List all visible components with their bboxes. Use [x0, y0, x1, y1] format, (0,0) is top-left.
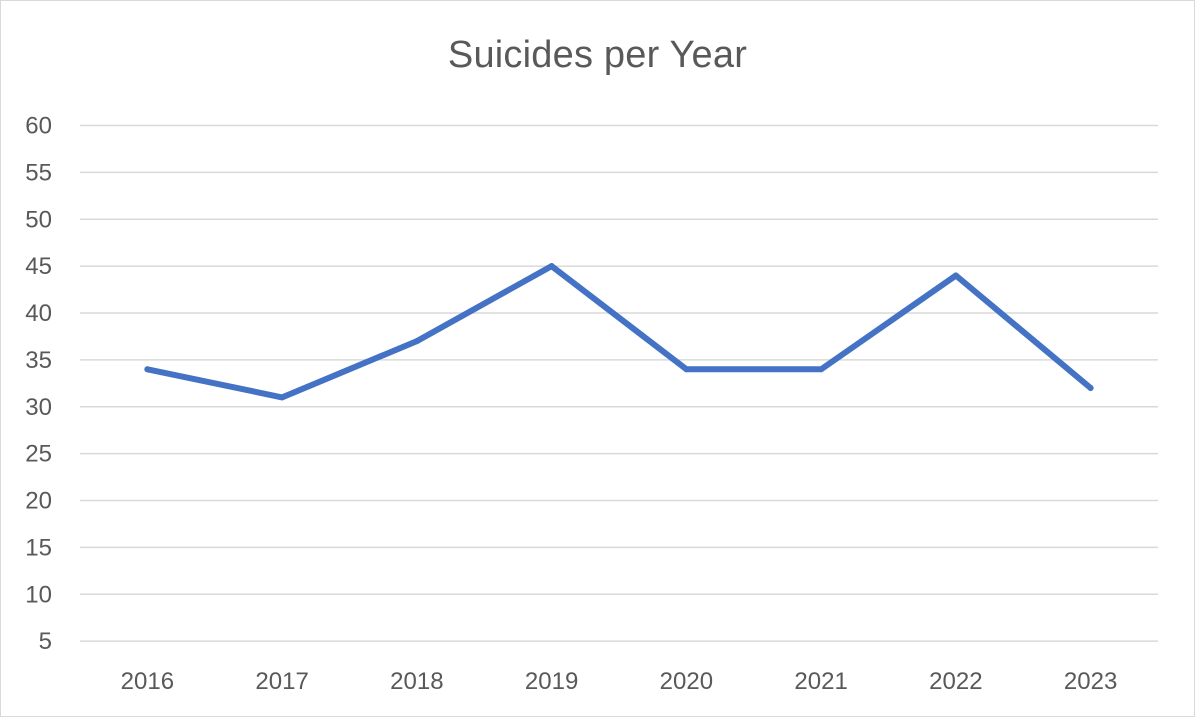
x-tick-label: 2022	[929, 668, 982, 695]
y-tick-label: 15	[25, 534, 52, 561]
data-point-2017	[279, 394, 286, 401]
series-layer	[144, 263, 1094, 401]
gridlines	[80, 124, 1158, 642]
data-point-2019	[548, 263, 555, 270]
y-tick-label: 45	[25, 253, 52, 280]
y-tick-label: 55	[25, 159, 52, 186]
data-point-2020	[683, 366, 690, 373]
data-point-2021	[818, 366, 825, 373]
data-point-2023	[1087, 385, 1094, 391]
data-point-2022	[952, 272, 959, 279]
x-tick-label: 2021	[794, 668, 847, 695]
x-tick-label: 2017	[255, 668, 308, 695]
x-axis-tick-labels: 2016 2017 2018 2019 2020 2021 2022 2023	[121, 668, 1118, 695]
y-tick-label: 25	[25, 441, 52, 468]
x-tick-label: 2023	[1064, 668, 1117, 695]
x-tick-label: 2020	[660, 668, 713, 695]
y-tick-label: 60	[25, 113, 52, 140]
y-tick-label: 40	[25, 300, 52, 327]
x-tick-label: 2018	[390, 668, 443, 695]
series-line-0	[144, 263, 1094, 401]
y-tick-label: 50	[25, 206, 52, 233]
y-tick-label: 5	[39, 628, 52, 655]
data-point-2018	[413, 338, 420, 345]
y-axis-tick-labels: 5 10 15 20 25 30 35 40 45 50 55 60	[25, 113, 52, 656]
y-tick-label: 30	[25, 394, 52, 421]
x-tick-label: 2019	[525, 668, 578, 695]
x-tick-label: 2016	[121, 668, 174, 695]
y-tick-label: 35	[25, 347, 52, 374]
data-point-2016	[144, 366, 151, 373]
y-tick-label: 10	[25, 581, 52, 608]
y-tick-label: 20	[25, 488, 52, 515]
chart-title: Suicides per Year	[447, 34, 748, 76]
